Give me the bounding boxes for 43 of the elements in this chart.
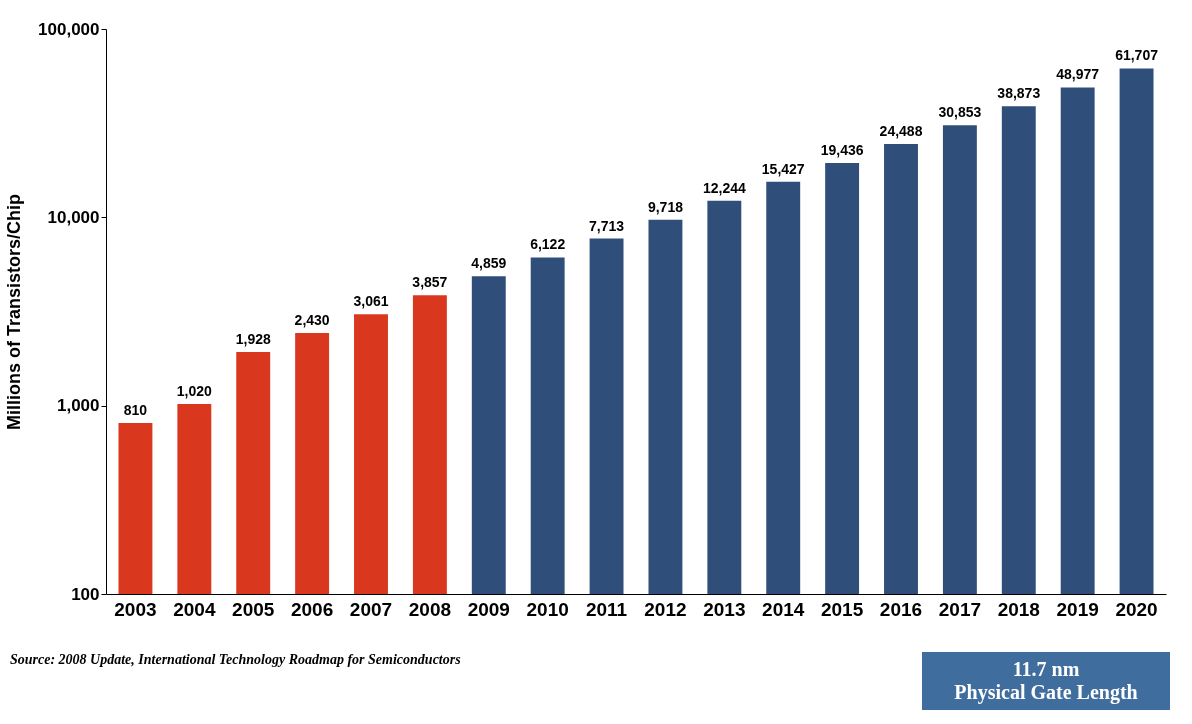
data-label: 3,061 xyxy=(353,293,389,310)
y-tick-label: 100,000 xyxy=(38,19,100,39)
y-tick-label: 1,000 xyxy=(56,396,100,416)
data-label: 7,713 xyxy=(589,217,625,234)
x-tick-label: 2014 xyxy=(762,598,805,620)
x-tick-label: 2012 xyxy=(644,598,687,620)
source-note: Source: 2008 Update, International Technology Roadmap for Semiconductors xyxy=(10,652,461,668)
x-tick-label: 2020 xyxy=(1115,598,1158,620)
x-tick-label: 2016 xyxy=(879,598,923,620)
data-label: 6,122 xyxy=(530,236,566,253)
x-tick-label: 2009 xyxy=(467,598,510,620)
y-axis-title: Millions of Transistors/Chip xyxy=(4,193,25,431)
data-label: 4,859 xyxy=(471,255,507,272)
x-tick-label: 2005 xyxy=(232,598,275,620)
data-label: 9,718 xyxy=(647,198,684,215)
x-tick-label: 2015 xyxy=(820,598,864,620)
text: 11.7 nm Physical Gate Length xyxy=(922,652,1170,710)
data-label: 30,853 xyxy=(938,104,982,121)
data-label: 38,873 xyxy=(997,85,1041,102)
x-tick-label: 2019 xyxy=(1056,598,1099,620)
y-tick-label: 100 xyxy=(71,584,100,604)
x-tick-label: 2003 xyxy=(114,598,157,620)
data-label: 12,244 xyxy=(702,179,746,196)
data-label: 3,857 xyxy=(412,274,448,291)
x-tick-label: 2010 xyxy=(526,598,569,620)
x-tick-label: 2007 xyxy=(349,598,393,620)
data-label: 15,427 xyxy=(761,160,805,177)
data-label: 19,436 xyxy=(820,141,864,158)
data-label: 24,488 xyxy=(879,123,923,140)
x-tick-label: 2006 xyxy=(290,598,334,620)
data-label: 810 xyxy=(123,401,148,418)
data-label: 1,928 xyxy=(235,330,271,347)
data-label: 1,020 xyxy=(176,383,213,400)
x-tick-label: 2017 xyxy=(938,598,982,620)
x-tick-label: 2004 xyxy=(173,598,216,620)
data-label: 61,707 xyxy=(1115,47,1159,64)
x-tick-label: 2018 xyxy=(997,598,1040,620)
y-tick-label: 10,000 xyxy=(47,207,100,227)
x-tick-label: 2013 xyxy=(703,598,746,620)
x-tick-label: 2008 xyxy=(408,598,452,620)
x-tick-label: 2011 xyxy=(585,598,628,620)
data-label: 48,977 xyxy=(1056,66,1100,83)
data-label: 2,430 xyxy=(294,312,330,329)
